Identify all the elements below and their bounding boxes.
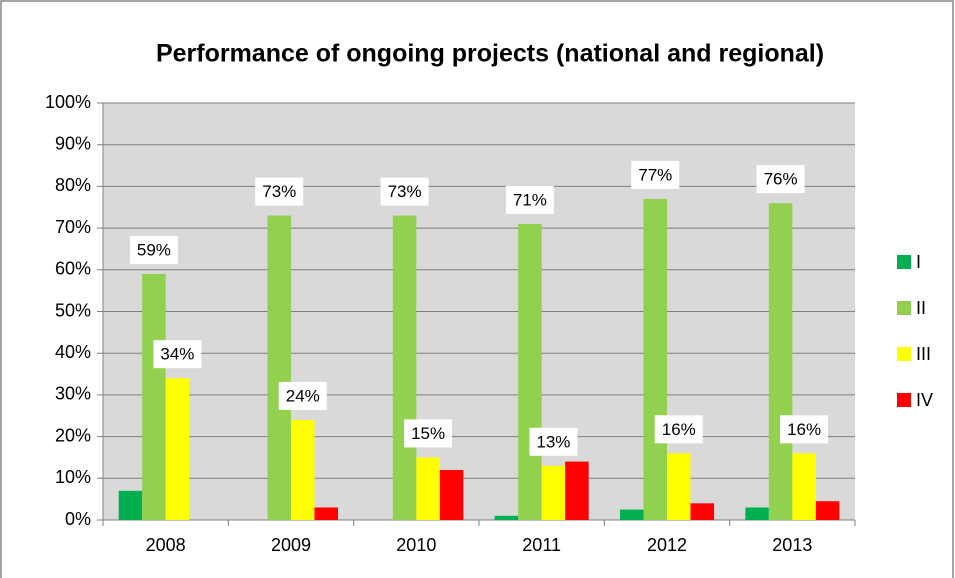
bar xyxy=(518,223,542,520)
y-tick-label: 30% xyxy=(55,384,91,404)
value-label: 76% xyxy=(764,170,798,189)
value-label-box xyxy=(255,177,304,206)
value-label: 34% xyxy=(160,345,194,364)
value-label: 59% xyxy=(137,240,171,259)
value-label-box xyxy=(505,185,554,214)
y-tick-label: 90% xyxy=(55,133,91,153)
bar xyxy=(291,419,315,520)
y-tick-label: 50% xyxy=(55,300,91,320)
bar xyxy=(690,503,714,520)
bar xyxy=(314,507,338,520)
legend-swatch xyxy=(897,347,911,361)
bar xyxy=(643,198,667,520)
value-label-box xyxy=(756,165,805,194)
bar xyxy=(620,509,644,520)
x-tick-label: 2009 xyxy=(271,535,311,555)
value-label-box xyxy=(278,381,327,410)
bar xyxy=(667,453,691,520)
bar xyxy=(541,465,566,520)
legend-swatch xyxy=(897,255,911,269)
value-label: 16% xyxy=(662,420,696,439)
legend-label: I xyxy=(916,252,921,272)
x-tick-label: 2012 xyxy=(647,535,687,555)
x-tick-label: 2008 xyxy=(146,535,186,555)
value-label: 73% xyxy=(388,182,422,201)
x-tick-label: 2010 xyxy=(396,535,436,555)
value-label-box xyxy=(380,177,429,206)
value-label-box xyxy=(129,235,178,264)
y-tick-label: 10% xyxy=(55,467,91,487)
value-label: 73% xyxy=(262,182,296,201)
value-label-box xyxy=(404,419,453,448)
value-label-box xyxy=(153,340,202,369)
y-tick-label: 20% xyxy=(55,425,91,445)
bar xyxy=(142,273,166,520)
legend-swatch xyxy=(897,301,911,315)
bar xyxy=(792,453,816,520)
value-label-box xyxy=(631,160,680,189)
legend-label: IV xyxy=(916,390,933,410)
legend-swatch xyxy=(897,393,911,407)
legend-label: III xyxy=(916,344,931,364)
bar xyxy=(815,501,840,520)
bar xyxy=(165,378,190,520)
y-tick-label: 80% xyxy=(55,175,91,195)
value-label: 24% xyxy=(286,386,320,405)
y-tick-label: 100% xyxy=(45,92,91,112)
bar xyxy=(745,507,769,520)
bar xyxy=(392,215,417,520)
bar xyxy=(118,490,143,520)
y-tick-label: 60% xyxy=(55,259,91,279)
chart-title: Performance of ongoing projects (nationa… xyxy=(156,40,824,68)
y-tick-label: 40% xyxy=(55,342,91,362)
value-label-box xyxy=(780,415,829,444)
y-tick-label: 0% xyxy=(65,509,91,529)
value-label: 13% xyxy=(536,432,570,451)
y-tick-label: 70% xyxy=(55,217,91,237)
value-label-box xyxy=(529,427,578,456)
bar xyxy=(494,515,519,520)
bar xyxy=(439,469,464,520)
bar xyxy=(768,203,793,520)
value-label: 71% xyxy=(513,190,547,209)
value-label: 77% xyxy=(638,165,672,184)
bar xyxy=(565,461,589,520)
value-label: 16% xyxy=(787,420,821,439)
value-label: 15% xyxy=(411,424,445,443)
value-label-box xyxy=(654,415,703,444)
legend-label: II xyxy=(916,298,926,318)
bar xyxy=(416,457,440,520)
bar xyxy=(267,215,291,520)
x-tick-label: 2011 xyxy=(522,535,561,555)
x-tick-label: 2013 xyxy=(772,535,812,555)
